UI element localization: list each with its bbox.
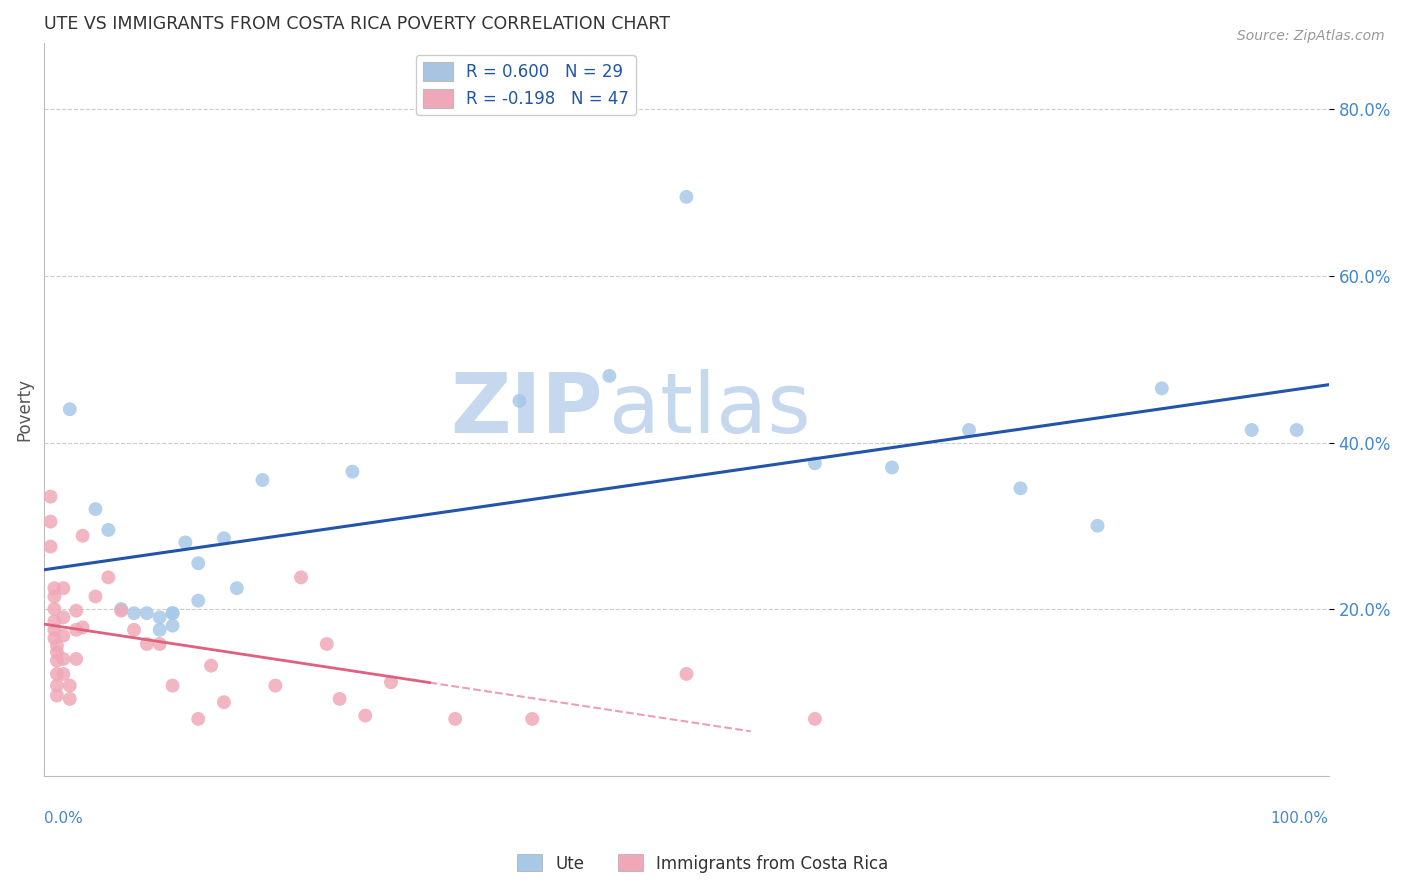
Point xyxy=(212,695,235,709)
Point xyxy=(187,712,209,726)
Point xyxy=(522,712,544,726)
Point xyxy=(444,712,467,726)
Point xyxy=(804,456,827,470)
Point xyxy=(135,606,157,620)
Point xyxy=(174,535,197,549)
Point xyxy=(122,623,145,637)
Point xyxy=(264,679,287,693)
Point xyxy=(44,615,66,629)
Point xyxy=(225,581,247,595)
Point xyxy=(200,658,222,673)
Point xyxy=(44,581,66,595)
Point xyxy=(122,606,145,620)
Point xyxy=(675,667,697,681)
Point xyxy=(342,465,364,479)
Point xyxy=(46,679,69,693)
Point xyxy=(804,712,827,726)
Legend: Ute, Immigrants from Costa Rica: Ute, Immigrants from Costa Rica xyxy=(510,847,896,880)
Point xyxy=(1240,423,1263,437)
Point xyxy=(162,618,184,632)
Point xyxy=(252,473,274,487)
Point xyxy=(97,523,120,537)
Point xyxy=(52,610,75,624)
Point xyxy=(84,502,107,516)
Point xyxy=(354,708,377,723)
Point xyxy=(39,515,62,529)
Point xyxy=(187,593,209,607)
Point xyxy=(65,652,87,666)
Point xyxy=(135,637,157,651)
Point xyxy=(1150,381,1173,395)
Text: 100.0%: 100.0% xyxy=(1271,811,1329,826)
Point xyxy=(72,529,94,543)
Point xyxy=(149,623,172,637)
Point xyxy=(59,692,82,706)
Text: ZIP: ZIP xyxy=(450,368,603,450)
Point xyxy=(52,652,75,666)
Point xyxy=(44,602,66,616)
Point xyxy=(97,570,120,584)
Point xyxy=(46,667,69,681)
Point xyxy=(290,570,312,584)
Point xyxy=(880,460,903,475)
Text: 0.0%: 0.0% xyxy=(44,811,83,826)
Point xyxy=(44,623,66,637)
Point xyxy=(65,604,87,618)
Point xyxy=(52,581,75,595)
Point xyxy=(65,623,87,637)
Point xyxy=(508,393,530,408)
Legend: R = 0.600   N = 29, R = -0.198   N = 47: R = 0.600 N = 29, R = -0.198 N = 47 xyxy=(416,55,636,115)
Point xyxy=(72,620,94,634)
Point xyxy=(52,667,75,681)
Point xyxy=(187,556,209,570)
Point xyxy=(380,675,402,690)
Point xyxy=(46,689,69,703)
Text: atlas: atlas xyxy=(609,368,811,450)
Point xyxy=(675,190,697,204)
Text: UTE VS IMMIGRANTS FROM COSTA RICA POVERTY CORRELATION CHART: UTE VS IMMIGRANTS FROM COSTA RICA POVERT… xyxy=(44,15,671,33)
Point xyxy=(110,602,132,616)
Point xyxy=(110,604,132,618)
Point xyxy=(212,531,235,545)
Point xyxy=(84,590,107,604)
Point xyxy=(46,654,69,668)
Point xyxy=(957,423,980,437)
Point xyxy=(329,692,352,706)
Point xyxy=(1285,423,1308,437)
Text: Source: ZipAtlas.com: Source: ZipAtlas.com xyxy=(1237,29,1385,44)
Point xyxy=(52,629,75,643)
Y-axis label: Poverty: Poverty xyxy=(15,377,32,441)
Point xyxy=(39,490,62,504)
Point xyxy=(1010,481,1032,495)
Point xyxy=(46,645,69,659)
Point xyxy=(162,679,184,693)
Point xyxy=(44,590,66,604)
Point xyxy=(162,606,184,620)
Point xyxy=(59,679,82,693)
Point xyxy=(598,368,620,383)
Point xyxy=(149,610,172,624)
Point xyxy=(315,637,337,651)
Point xyxy=(149,637,172,651)
Point xyxy=(59,402,82,417)
Point xyxy=(162,606,184,620)
Point xyxy=(46,639,69,653)
Point xyxy=(39,540,62,554)
Point xyxy=(1087,518,1109,533)
Point xyxy=(44,631,66,645)
